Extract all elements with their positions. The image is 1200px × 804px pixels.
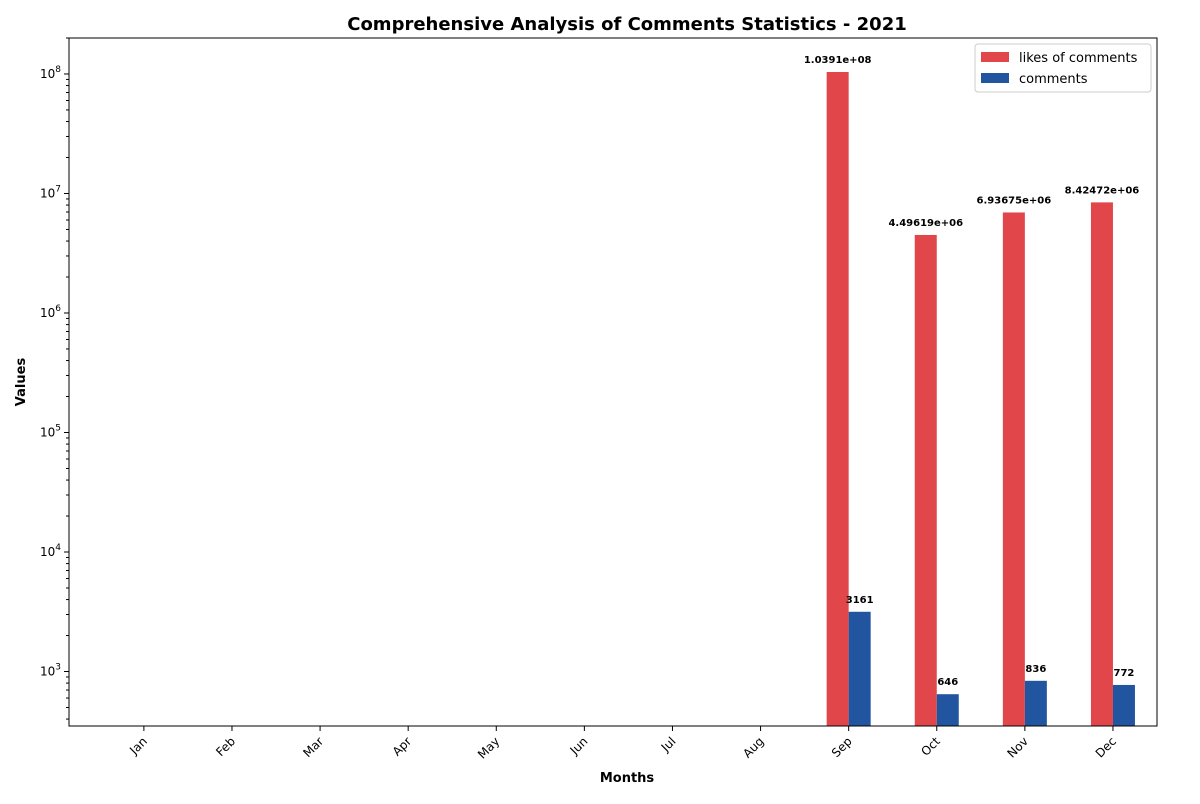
plot-frame bbox=[68, 37, 1158, 727]
x-tick-label: Feb bbox=[213, 734, 238, 759]
x-tick-label: Aug bbox=[740, 734, 766, 760]
plot-area: 103 104 105 106 107 108 Jan Feb Mar Apr May Jun Jul A… bbox=[40, 37, 1140, 762]
y-tick-label: 104 bbox=[40, 543, 61, 559]
bar-comments-sep bbox=[848, 611, 871, 726]
legend-swatch bbox=[981, 52, 1009, 62]
y-tick-label: 107 bbox=[40, 184, 61, 200]
data-label: 1.0391e+08 bbox=[804, 55, 872, 66]
bar-likes-of-comments-dec bbox=[1090, 202, 1113, 726]
x-tick-label: Jun bbox=[567, 734, 591, 758]
bar-comments-oct bbox=[936, 694, 959, 726]
data-label: 3161 bbox=[846, 595, 874, 606]
x-axis-label: Months bbox=[600, 771, 655, 786]
y-tick-label: 105 bbox=[40, 423, 61, 439]
legend-box bbox=[974, 43, 1152, 93]
x-tick-label: Oct bbox=[918, 734, 943, 759]
bar-likes-of-comments-sep bbox=[826, 71, 849, 726]
x-tick-label: Mar bbox=[300, 734, 326, 760]
y-tick-label: 103 bbox=[40, 663, 61, 679]
bar-comments-nov bbox=[1024, 680, 1047, 726]
y-axis-label: Values bbox=[14, 358, 29, 407]
x-tick-label: Jul bbox=[658, 734, 679, 755]
y-tick-label: 108 bbox=[40, 65, 61, 81]
data-label: 836 bbox=[1025, 664, 1046, 675]
x-tick-label: Sep bbox=[829, 734, 855, 760]
data-label: 6.93675e+06 bbox=[977, 195, 1052, 206]
bar-likes-of-comments-nov bbox=[1002, 212, 1025, 727]
y-tick-label: 106 bbox=[40, 304, 61, 320]
bar-likes-of-comments-oct bbox=[914, 234, 937, 727]
legend-swatch bbox=[981, 73, 1009, 83]
data-label: 772 bbox=[1114, 668, 1135, 679]
legend: likes of comments comments bbox=[974, 43, 1152, 93]
data-label: 8.42472e+06 bbox=[1065, 185, 1140, 196]
data-label: 646 bbox=[937, 677, 958, 688]
x-tick-label: Nov bbox=[1005, 734, 1031, 760]
bar-comments-dec bbox=[1112, 684, 1135, 726]
x-tick-label: Apr bbox=[390, 734, 415, 759]
legend-label: likes of comments bbox=[1019, 51, 1138, 66]
chart-title: Comprehensive Analysis of Comments Stati… bbox=[347, 14, 907, 35]
legend-label: comments bbox=[1019, 72, 1088, 87]
x-tick-label: Dec bbox=[1093, 734, 1119, 760]
x-tick-label: Jan bbox=[126, 734, 150, 758]
x-tick-label: May bbox=[475, 734, 502, 761]
data-label: 4.49619e+06 bbox=[888, 218, 963, 229]
